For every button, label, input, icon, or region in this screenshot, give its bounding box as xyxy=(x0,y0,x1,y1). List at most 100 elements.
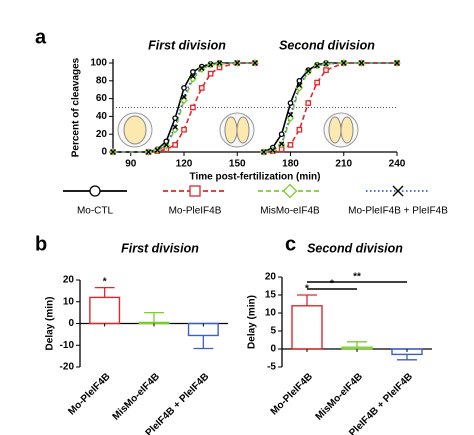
marker-shape xyxy=(261,149,267,155)
marker-shape xyxy=(172,142,178,148)
x-tick-label: 90 xyxy=(125,159,137,170)
x-tick-label: MisMo-eIF4B xyxy=(111,371,162,422)
marker xyxy=(305,100,312,106)
marker xyxy=(190,69,196,75)
bar xyxy=(341,346,373,350)
egg-cell xyxy=(340,116,354,144)
egg-cell xyxy=(236,116,250,144)
error-bar xyxy=(144,311,164,323)
bar xyxy=(89,296,121,325)
marker-shape xyxy=(296,82,303,88)
marker xyxy=(89,185,101,197)
marker xyxy=(296,82,303,88)
y-tick-label: 80 xyxy=(96,75,108,86)
y-tick-label: 40 xyxy=(96,111,108,122)
marker-shape xyxy=(234,60,240,66)
legend-item: MisMo-eIF4B xyxy=(258,183,322,217)
marker-shape xyxy=(394,60,400,66)
y-axis-label: Percent of cleavages xyxy=(71,57,82,157)
marker-shape xyxy=(305,68,311,74)
chart-title: First division xyxy=(121,241,199,255)
x-axis-label: Time post-fertilization (min) xyxy=(190,172,321,183)
marker-shape xyxy=(216,60,223,66)
marker xyxy=(190,73,196,80)
x-tick-label: 180 xyxy=(282,159,299,170)
marker-shape xyxy=(163,142,169,148)
marker-shape xyxy=(270,147,276,153)
error-bar xyxy=(94,286,115,298)
marker xyxy=(110,149,116,155)
marker xyxy=(287,100,294,106)
marker xyxy=(270,147,276,153)
egg-cell xyxy=(328,116,342,144)
marker xyxy=(181,126,187,133)
marker-shape xyxy=(278,141,285,147)
marker xyxy=(172,124,178,130)
egg-cell xyxy=(123,115,147,145)
x-tick-label: Mo-PleIF4B + PleIF4B xyxy=(131,371,211,435)
marker-shape xyxy=(278,131,285,138)
x-tick-label: 210 xyxy=(335,159,352,170)
y-tick-label: 10 xyxy=(265,308,277,319)
panel-label: b xyxy=(35,233,47,255)
marker xyxy=(341,60,347,66)
marker xyxy=(207,70,214,77)
error-bar xyxy=(297,294,317,306)
marker xyxy=(278,141,285,147)
marker-shape xyxy=(252,60,258,66)
marker-shape xyxy=(172,124,178,130)
marker-shape xyxy=(287,142,294,148)
legend-label: MisMo-eIF4B xyxy=(260,206,320,217)
marker xyxy=(163,142,169,148)
marker-shape xyxy=(296,77,303,84)
marker-shape xyxy=(207,70,214,77)
x-tick-label: 150 xyxy=(229,159,246,170)
x-tick-label: 240 xyxy=(389,159,406,170)
legend-item: Mo-PleIF4B + PleIF4B xyxy=(348,185,448,217)
y-tick-label: -10 xyxy=(60,340,75,351)
y-axis-label: Delay (min) xyxy=(45,297,56,351)
marker xyxy=(323,67,329,73)
marker-shape xyxy=(296,126,303,133)
marker-shape xyxy=(323,67,329,73)
significance-label: ** xyxy=(353,272,361,283)
marker xyxy=(323,61,329,67)
egg-illustrations xyxy=(117,112,359,148)
marker xyxy=(145,149,152,155)
x-tick-label: MisMo-eIF4B xyxy=(314,371,365,422)
panel-label: c xyxy=(285,233,296,255)
bar xyxy=(291,305,323,350)
marker-shape xyxy=(314,62,320,69)
x-tick-label: 120 xyxy=(176,159,193,170)
y-axis-label: Delay (min) xyxy=(247,295,258,349)
series-line xyxy=(113,62,397,153)
error-bar xyxy=(397,354,417,361)
marker-shape xyxy=(172,115,178,122)
marker-shape xyxy=(190,104,196,111)
marker-shape xyxy=(181,94,187,100)
marker xyxy=(234,60,240,66)
bar xyxy=(138,321,170,325)
marker xyxy=(252,60,258,66)
y-tick-label: -20 xyxy=(60,362,75,373)
marker-shape xyxy=(314,79,320,86)
legend-item: Mo-PleIF4B xyxy=(163,185,227,217)
y-tick-label: 0 xyxy=(101,147,107,158)
error-bar xyxy=(347,341,367,348)
marker-shape xyxy=(198,85,205,91)
y-tick-label: 5 xyxy=(270,326,276,337)
legend: Mo-CTL Mo-PleIF4B MisMo-eIF4B Mo-PleIF4B + … xyxy=(63,183,448,217)
marker-shape xyxy=(110,149,116,155)
annotation: First division xyxy=(148,38,226,52)
marker-shape xyxy=(190,69,196,75)
y-tick-label: 20 xyxy=(265,272,277,283)
marker-shape xyxy=(89,185,101,197)
panel-label: a xyxy=(35,26,47,48)
marker xyxy=(296,126,303,133)
y-tick-label: 20 xyxy=(63,275,75,286)
y-tick-label: 15 xyxy=(265,290,277,301)
marker-shape xyxy=(305,100,312,106)
marker xyxy=(207,62,214,68)
annotation: Second division xyxy=(279,38,375,52)
